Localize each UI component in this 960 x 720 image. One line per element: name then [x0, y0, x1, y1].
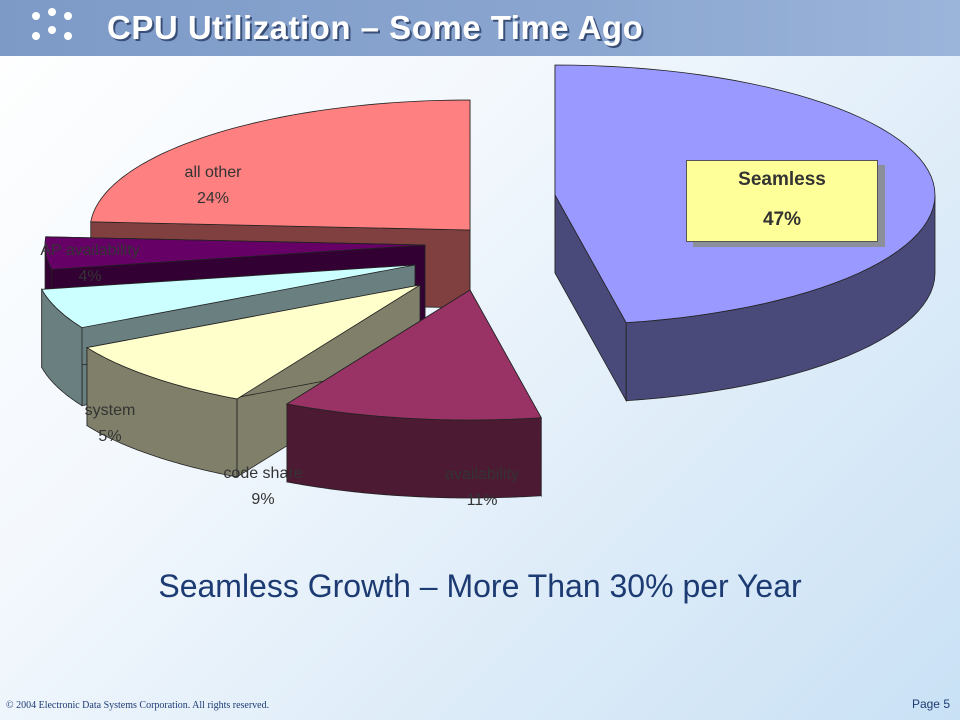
- slice-name: system: [84, 402, 136, 419]
- slice-name: code share: [223, 465, 303, 482]
- slice-percent: 24%: [196, 190, 230, 207]
- callout-name: Seamless: [738, 169, 826, 190]
- slice-label-all-other: all other 24%: [185, 160, 242, 212]
- copyright-notice: © 2004 Electronic Data Systems Corporati…: [6, 700, 270, 711]
- slice-label-ap-availability: AP availability 4%: [40, 238, 139, 290]
- slice-top: [44, 236, 426, 270]
- seamless-callout: Seamless 47%: [686, 160, 878, 242]
- slice-top: [90, 99, 471, 231]
- slide-subtitle: Seamless Growth – More Than 30% per Year: [158, 568, 802, 604]
- eds-logo-icon: [28, 8, 88, 48]
- slice-percent: 4%: [78, 268, 102, 285]
- slice-label-code-share: code share 9%: [223, 461, 302, 513]
- slide-title: CPU Utilization – Some Time Ago: [107, 9, 644, 46]
- callout-value: 47%: [762, 209, 802, 230]
- slice-top: [41, 264, 416, 329]
- slice-percent: 11%: [466, 492, 498, 509]
- slice-label-system: system 5%: [85, 398, 136, 450]
- title-bar: CPU Utilization – Some Time Ago: [0, 0, 960, 56]
- slice-name: all other: [184, 164, 242, 181]
- slice-top: [85, 284, 421, 400]
- slice-name: AP availability: [40, 242, 140, 259]
- slice-percent: 5%: [98, 428, 122, 445]
- page-number: Page 5: [911, 697, 950, 711]
- slice-percent: 9%: [251, 491, 275, 508]
- slice-name: availability: [445, 466, 519, 483]
- slice-top: [285, 289, 542, 421]
- pie-slice-availability: [285, 288, 542, 499]
- slice-label-availability: availability 11%: [445, 462, 519, 514]
